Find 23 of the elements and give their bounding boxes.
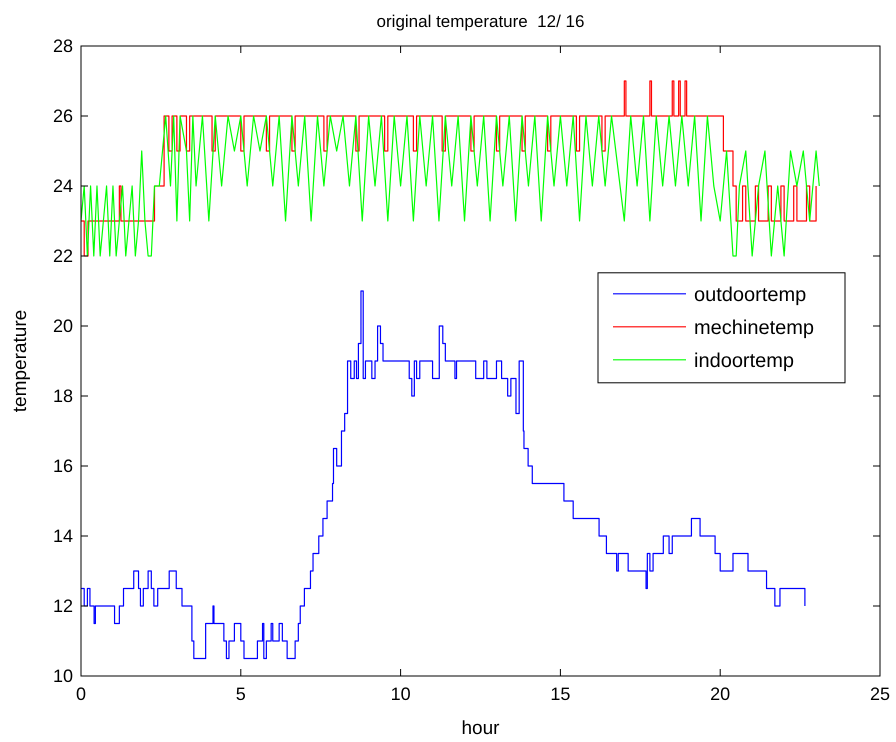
- y-tick-label: 12: [52, 596, 73, 616]
- y-tick-label: 14: [52, 526, 73, 546]
- y-tick-label: 28: [52, 36, 73, 56]
- x-tick-label: 20: [710, 684, 730, 704]
- y-tick-label: 20: [52, 316, 73, 336]
- legend-label: outdoortemp: [694, 284, 806, 306]
- y-tick-label: 26: [52, 106, 73, 126]
- x-tick-label: 25: [870, 684, 890, 704]
- x-tick-label: 10: [390, 684, 411, 704]
- y-tick-label: 10: [52, 666, 73, 686]
- y-tick-label: 22: [52, 246, 73, 266]
- x-tick-label: 5: [236, 684, 246, 704]
- y-tick-label: 18: [52, 386, 73, 406]
- x-axis-title: hour: [461, 718, 500, 739]
- y-tick-label: 24: [52, 176, 73, 196]
- y-tick-label: 16: [52, 456, 73, 476]
- y-axis-title: temperature: [10, 310, 31, 412]
- x-tick-label: 15: [550, 684, 570, 704]
- legend-label: mechinetemp: [694, 316, 814, 339]
- x-tick-label: 0: [76, 684, 86, 704]
- chart-title: original temperature 12/ 16: [376, 12, 584, 31]
- line-series: [81, 115, 820, 257]
- legend-label: indoortemp: [694, 350, 794, 372]
